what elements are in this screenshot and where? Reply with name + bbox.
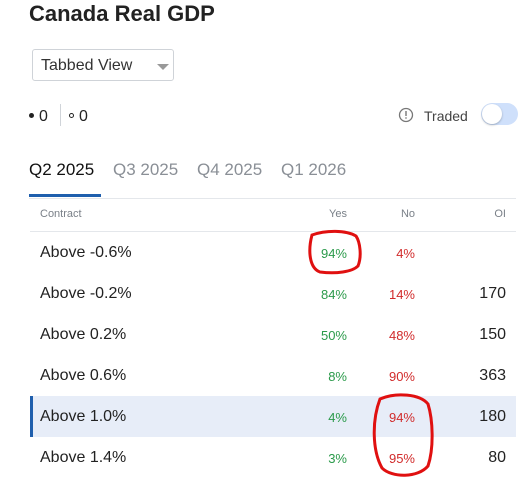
- toggle-knob: [482, 104, 502, 124]
- tab-q3-2025[interactable]: Q3 2025: [113, 160, 179, 179]
- contract-name: Above 1.0%: [40, 408, 127, 425]
- open-interest: 80: [488, 449, 506, 466]
- table-header: Contract Yes No OI: [30, 200, 516, 232]
- tab-q1-2026[interactable]: Q1 2026: [281, 160, 347, 179]
- header-yes: Yes: [329, 208, 347, 220]
- yes-price[interactable]: 84%: [320, 287, 347, 302]
- open-interest: 180: [479, 408, 506, 425]
- no-price[interactable]: 48%: [388, 328, 415, 343]
- active-tab-indicator: [29, 194, 101, 197]
- tab-q4-2025[interactable]: Q4 2025: [197, 160, 263, 179]
- filled-position-indicator: 0: [29, 108, 48, 126]
- header-oi: OI: [494, 208, 506, 220]
- hollow-count: 0: [79, 108, 88, 125]
- traded-toggle[interactable]: [481, 103, 518, 125]
- yes-price[interactable]: 50%: [320, 328, 347, 343]
- no-price[interactable]: 14%: [388, 287, 415, 302]
- info-icon[interactable]: [398, 107, 414, 123]
- hollow-position-indicator: 0: [69, 108, 88, 126]
- selection-bar: [30, 396, 33, 437]
- table-row-selected[interactable]: Above 1.0% 4% 94% 180: [30, 396, 516, 437]
- header-contract: Contract: [40, 208, 82, 220]
- no-price[interactable]: 90%: [388, 369, 415, 384]
- contract-name: Above 1.4%: [40, 449, 127, 466]
- table-row[interactable]: Above 0.2% 50% 48% 150: [30, 314, 516, 355]
- no-price[interactable]: 94%: [388, 410, 415, 425]
- filled-count: 0: [39, 108, 48, 125]
- table-row[interactable]: Above 0.6% 8% 90% 363: [30, 355, 516, 396]
- no-price[interactable]: 4%: [396, 246, 415, 261]
- table-row[interactable]: Above -0.2% 84% 14% 170: [30, 273, 516, 314]
- tab-q2-2025[interactable]: Q2 2025: [29, 160, 95, 179]
- indicator-divider: [60, 104, 61, 126]
- chevron-down-icon: [157, 64, 169, 70]
- open-interest: 363: [479, 367, 506, 384]
- yes-price[interactable]: 94%: [320, 246, 347, 261]
- hollow-dot-icon: [69, 113, 74, 119]
- traded-label: Traded: [424, 108, 468, 124]
- view-mode-value: Tabbed View: [41, 57, 133, 74]
- contract-name: Above 0.6%: [40, 367, 127, 384]
- open-interest: 170: [479, 285, 506, 302]
- filled-dot-icon: [29, 113, 34, 119]
- table-row[interactable]: Above -0.6% 94% 4%: [30, 232, 516, 273]
- header-no: No: [400, 208, 415, 220]
- contract-name: Above -0.2%: [40, 285, 132, 302]
- no-price[interactable]: 95%: [388, 451, 415, 466]
- tabs-divider: [29, 198, 516, 199]
- open-interest: 150: [479, 326, 506, 343]
- yes-price[interactable]: 3%: [328, 451, 347, 466]
- yes-price[interactable]: 8%: [328, 369, 347, 384]
- page-title: Canada Real GDP: [29, 1, 215, 26]
- view-mode-select[interactable]: Tabbed View: [32, 49, 174, 81]
- contract-name: Above -0.6%: [40, 244, 132, 261]
- yes-price[interactable]: 4%: [328, 410, 347, 425]
- table-row[interactable]: Above 1.4% 3% 95% 80: [30, 437, 516, 478]
- contract-name: Above 0.2%: [40, 326, 127, 343]
